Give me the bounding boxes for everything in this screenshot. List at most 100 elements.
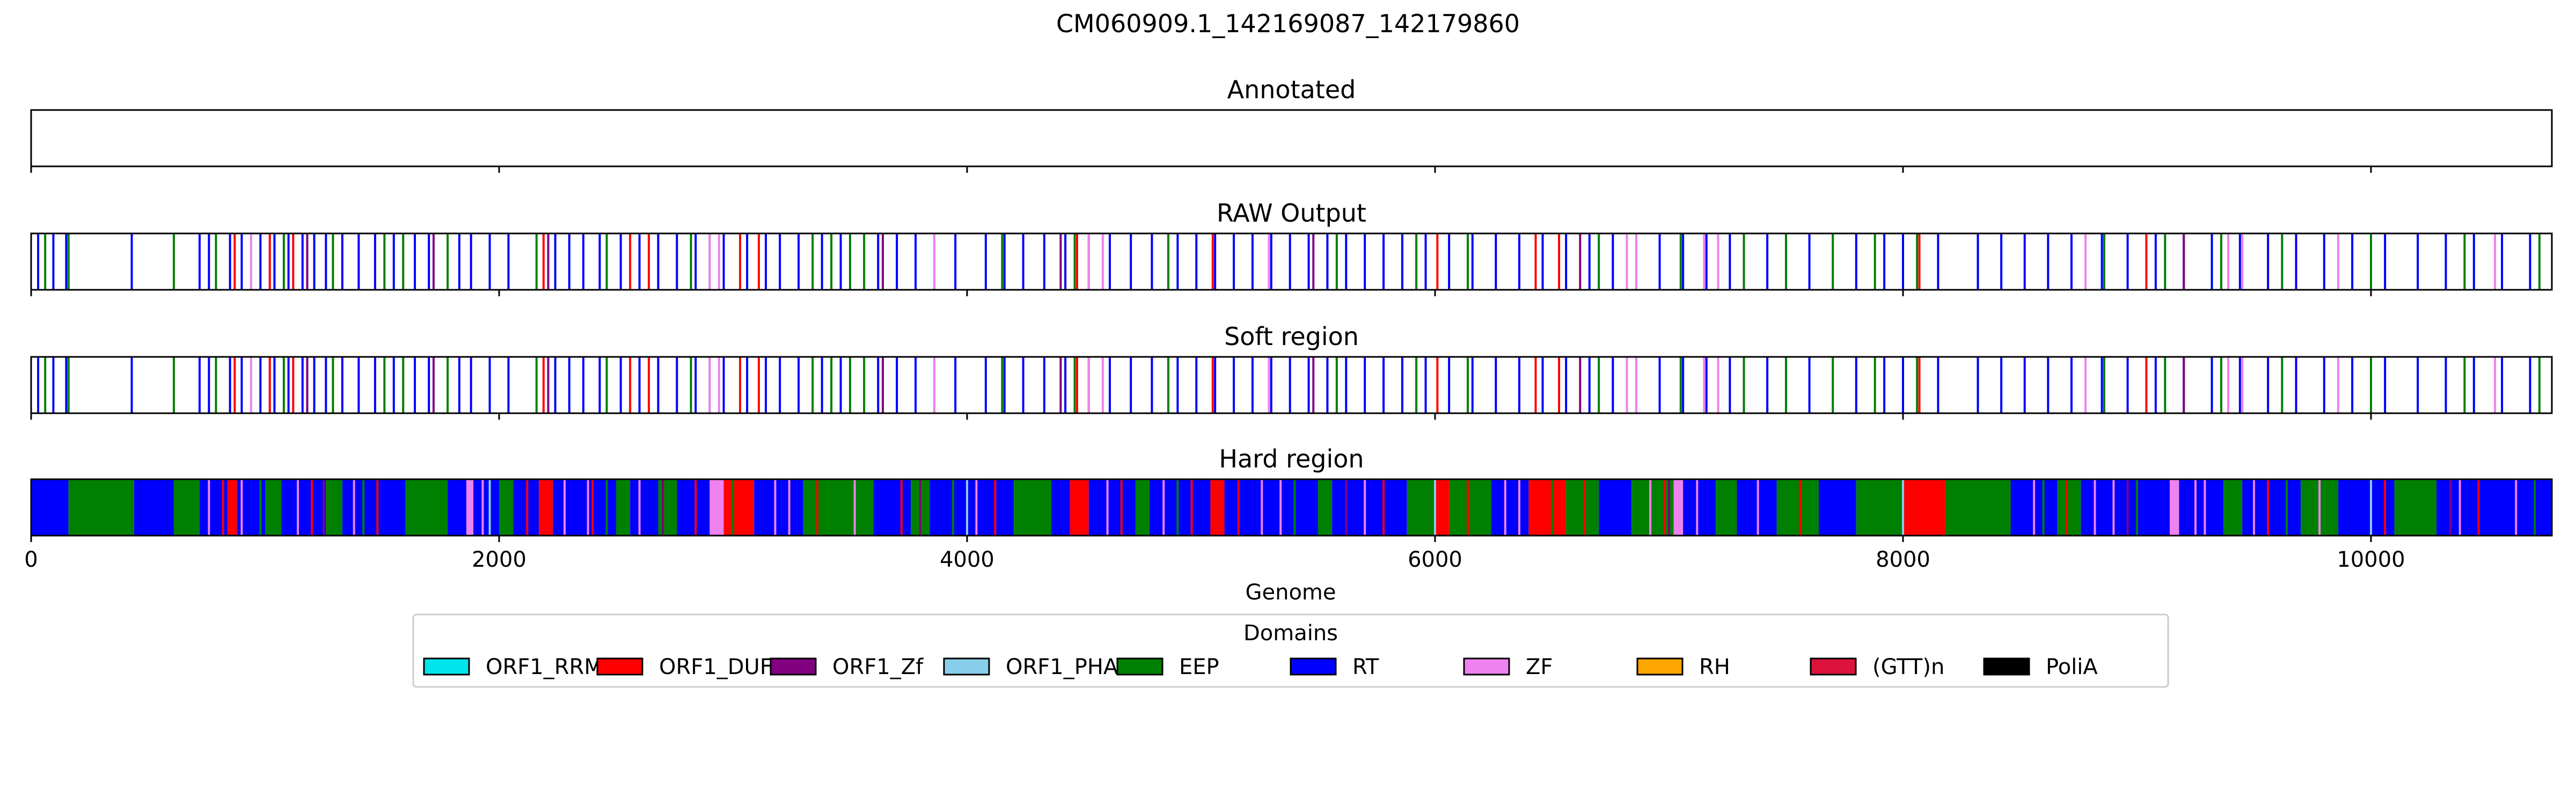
- track-frame: [30, 109, 2553, 167]
- legend-label: ORF1_PHA: [1006, 655, 1118, 679]
- legend-item-rh: RH: [1636, 655, 1730, 679]
- domain-block-rt: [630, 479, 658, 536]
- track-title: RAW Output: [1217, 199, 1366, 228]
- domain-block-rt: [873, 479, 911, 536]
- domain-block-rt: [1491, 479, 1529, 536]
- legend-swatch: [1116, 657, 1163, 676]
- domain-block-eep: [1716, 479, 1737, 536]
- domain-block-rt: [677, 479, 710, 536]
- x-axis: 0 2000 4000 6000 8000 10000: [24, 547, 2405, 572]
- legend-label: RT: [1352, 655, 1379, 679]
- domain-block-orf1-duf: [539, 479, 553, 536]
- x-tick-label: 10000: [2337, 547, 2405, 572]
- domain-block-rt: [2179, 479, 2224, 536]
- legend-title: Domains: [1243, 621, 1338, 646]
- domain-block-eep: [1449, 479, 1491, 536]
- domain-block-zf: [2170, 479, 2179, 536]
- domain-block-rt: [134, 479, 174, 536]
- legend-swatch: [596, 657, 643, 676]
- legend-item-orf1-zf: ORF1_Zf: [770, 655, 924, 679]
- domain-block-eep: [265, 479, 282, 536]
- domain-block-eep: [326, 479, 342, 536]
- track-title: Soft region: [1224, 322, 1359, 351]
- domain-block-eep: [803, 479, 874, 536]
- track-title: Hard region: [1219, 444, 1364, 473]
- domain-block-zf: [1673, 479, 1684, 536]
- domain-block-eep: [499, 479, 514, 536]
- domain-block-eep: [1945, 479, 2011, 536]
- domain-block-rt: [1088, 479, 1136, 536]
- track-raw-output: RAW Output: [30, 199, 2553, 296]
- legend-item-eep: EEP: [1116, 655, 1219, 679]
- legend-swatch: [1463, 657, 1510, 676]
- domain-block-orf1-duf: [1528, 479, 1567, 536]
- track-title: Annotated: [1227, 75, 1356, 104]
- legend-swatch: [1290, 657, 1337, 676]
- domain-block-rt: [754, 479, 803, 536]
- legend-frame: [412, 613, 2169, 688]
- legend-label: ORF1_RRM: [486, 655, 603, 679]
- domain-block-orf1-duf: [1070, 479, 1089, 536]
- domain-block-eep: [1014, 479, 1051, 536]
- legend-items: ORF1_RRM ORF1_DUF ORF1_Zf ORF1_PHA EEP RT ZF RH…: [423, 655, 2098, 679]
- x-tick-label: 8000: [1876, 547, 1930, 572]
- legend-label: (GTT)n: [1872, 655, 1944, 679]
- track-frame: [30, 232, 2553, 291]
- legend-label: ORF1_Zf: [832, 655, 924, 679]
- domain-block-rt: [2242, 479, 2301, 536]
- domain-block-rt: [2436, 479, 2552, 536]
- domain-block-rt: [1599, 479, 1632, 536]
- legend-label: RH: [1699, 655, 1730, 679]
- legend-item-orf1-pha: ORF1_PHA: [943, 655, 1118, 679]
- track-soft-region: Soft region: [30, 322, 2553, 420]
- x-axis-label: Genome: [1245, 580, 1336, 605]
- domain-block-orf1-duf: [228, 479, 237, 536]
- domain-block-eep: [2223, 479, 2243, 536]
- x-tick-label: 2000: [472, 547, 526, 572]
- legend-label: PoliA: [2046, 655, 2098, 679]
- domain-block-orf1-duf: [1210, 479, 1225, 536]
- legend-swatch: [423, 657, 470, 676]
- domain-block-eep: [2394, 479, 2437, 536]
- legend-label: ZF: [1526, 655, 1553, 679]
- domain-block-eep: [1407, 479, 1435, 536]
- domain-block-rt: [1150, 479, 1211, 536]
- legend-item-gtt-n: (GTT)n: [1810, 655, 1944, 679]
- legend-swatch: [770, 657, 817, 676]
- domain-block-zf: [466, 479, 474, 536]
- track-annotated: Annotated: [30, 75, 2553, 173]
- domain-block-rt: [1224, 479, 1318, 536]
- x-tick-label: 0: [24, 547, 38, 572]
- domain-block-rt: [448, 479, 466, 536]
- figure-title: CM060909.1_142169087_142179860: [1056, 9, 1520, 38]
- domain-block-eep: [1566, 479, 1599, 536]
- legend-item-zf: ZF: [1463, 655, 1553, 679]
- domain-block-orf1-duf: [1902, 479, 1945, 536]
- domain-block-eep: [2057, 479, 2081, 536]
- domain-block-eep: [1776, 479, 1819, 536]
- x-tick-label: 6000: [1408, 547, 1462, 572]
- domain-block-rt: [1737, 479, 1777, 536]
- domain-block-orf1-duf: [1435, 479, 1450, 536]
- domain-block-eep: [1856, 479, 1903, 536]
- domain-block-eep: [658, 479, 677, 536]
- legend-swatch: [1810, 657, 1857, 676]
- domain-block-eep: [68, 479, 134, 536]
- x-tick-label: 4000: [940, 547, 994, 572]
- legend-swatch: [1636, 657, 1684, 676]
- domain-block-eep: [1318, 479, 1333, 536]
- legend-label: ORF1_DUF: [659, 655, 772, 679]
- legend-item-polia: PoliA: [1983, 655, 2098, 679]
- tracks-group: Annotated RAW Output Soft region Hard regio…: [30, 75, 2553, 542]
- domain-block-rt: [1051, 479, 1070, 536]
- legend-item-orf1-duf: ORF1_DUF: [596, 655, 772, 679]
- domain-block-orf1-duf: [723, 479, 755, 536]
- legend-label: EEP: [1179, 655, 1219, 679]
- domain-block-eep: [405, 479, 448, 536]
- legend-item-orf1-rrm: ORF1_RRM: [423, 655, 603, 679]
- legend-swatch: [1983, 657, 2030, 676]
- legend: Domains ORF1_RRM ORF1_DUF ORF1_Zf ORF1_PHA E…: [412, 613, 2169, 688]
- domain-block-rt: [553, 479, 616, 536]
- domain-block-rt: [513, 479, 539, 536]
